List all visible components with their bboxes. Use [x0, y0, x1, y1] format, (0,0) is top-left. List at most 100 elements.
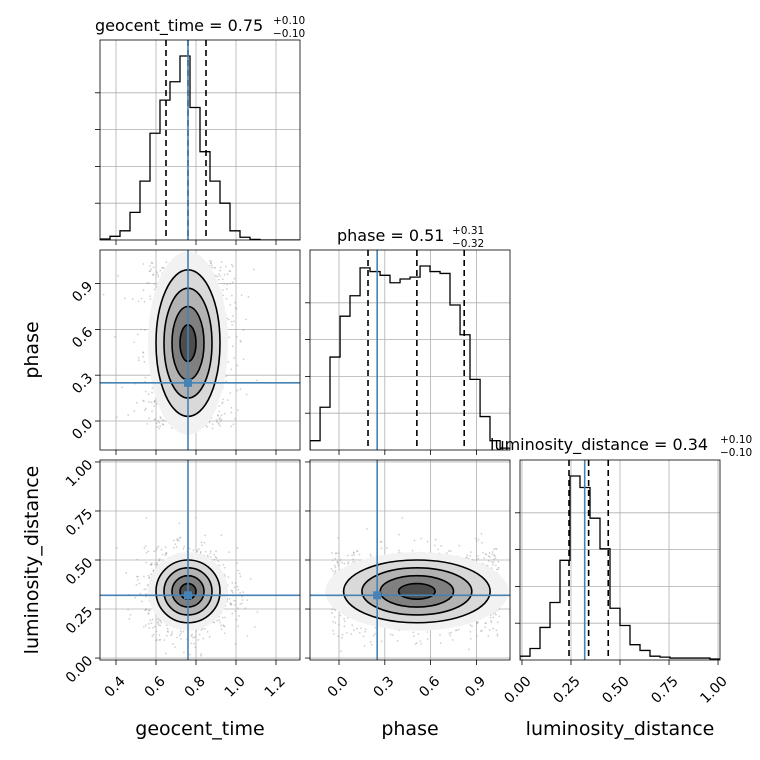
scatter-point	[412, 635, 415, 637]
panel-phase-luminosity_distance: 0.0 0.3 0.6 0.9	[305, 459, 511, 701]
scatter-point	[341, 561, 343, 564]
scatter-point	[469, 624, 472, 627]
scatter-point	[221, 278, 224, 281]
scatter-point	[356, 627, 358, 630]
scatter-point	[491, 553, 494, 556]
scatter-point	[228, 270, 231, 272]
scatter-point	[331, 570, 334, 572]
scatter-point	[227, 361, 230, 363]
scatter-point	[343, 618, 345, 620]
scatter-point	[153, 550, 155, 553]
scatter-point	[137, 575, 139, 578]
title-lum-plus: +0.10	[720, 434, 752, 446]
scatter-point	[218, 564, 221, 567]
scatter-point	[239, 575, 242, 578]
scatter-point	[334, 552, 337, 555]
scatter-point	[161, 418, 164, 421]
scatter-point	[226, 273, 229, 276]
scatter-point	[218, 618, 220, 621]
scatter-point	[134, 596, 137, 599]
scatter-point	[493, 554, 496, 557]
scatter-point	[352, 558, 355, 561]
scatter-point	[236, 409, 239, 411]
scatter-point	[149, 270, 152, 273]
scatter-point	[252, 268, 255, 271]
scatter-point	[195, 629, 198, 632]
scatter-point	[216, 619, 219, 622]
scatter-point	[200, 652, 203, 655]
scatter-point	[158, 421, 161, 424]
scatter-point	[385, 547, 388, 549]
scatter-point	[225, 288, 228, 290]
scatter-point	[157, 275, 160, 278]
scatter-point	[233, 586, 236, 589]
scatter-point	[477, 538, 480, 541]
scatter-point	[234, 582, 237, 585]
scatter-point	[497, 568, 499, 571]
scatter-point	[343, 625, 346, 628]
scatter-point	[174, 543, 177, 546]
scatter-point	[337, 635, 340, 638]
scatter-point	[155, 630, 158, 633]
scatter-point	[200, 628, 203, 631]
scatter-point	[200, 544, 203, 547]
scatter-point	[487, 555, 490, 558]
scatter-point	[239, 603, 242, 605]
scatter-point	[147, 574, 150, 577]
scatter-point	[334, 569, 337, 572]
title-phase-minus: −0.32	[452, 238, 484, 250]
scatter-point	[204, 534, 206, 537]
scatter-point	[202, 637, 205, 640]
scatter-point	[219, 416, 222, 419]
scatter-point	[490, 619, 492, 622]
scatter-point	[215, 419, 218, 421]
scatter-point	[469, 630, 472, 633]
scatter-point	[220, 624, 223, 627]
scatter-point	[125, 572, 128, 574]
scatter-point	[153, 288, 156, 291]
title-text: geocent_time	[95, 16, 204, 36]
scatter-point	[159, 416, 162, 419]
scatter-point	[230, 294, 233, 297]
scatter-point	[218, 405, 220, 407]
scatter-point	[489, 556, 491, 558]
scatter-point	[426, 631, 429, 633]
scatter-point	[182, 651, 185, 654]
scatter-point	[158, 559, 161, 562]
scatter-point	[230, 263, 233, 266]
x-tick-label: 0.4	[102, 673, 129, 700]
scatter-point	[210, 264, 213, 267]
scatter-point	[470, 551, 473, 554]
scatter-point	[336, 562, 339, 564]
scatter-point	[480, 532, 483, 535]
scatter-point	[145, 608, 148, 610]
scatter-point	[197, 639, 200, 641]
scatter-point	[347, 561, 350, 564]
scatter-point	[143, 360, 146, 363]
scatter-point	[147, 612, 150, 615]
scatter-point	[494, 613, 497, 616]
scatter-point	[380, 540, 383, 543]
scatter-point	[190, 642, 193, 645]
scatter-point	[149, 295, 152, 298]
scatter-point	[210, 266, 213, 269]
scatter-point	[224, 265, 227, 268]
scatter-point	[449, 634, 452, 637]
scatter-point	[230, 425, 233, 428]
scatter-point	[229, 270, 232, 273]
scatter-point	[150, 562, 153, 564]
scatter-point	[241, 595, 244, 598]
scatter-point	[353, 629, 355, 631]
scatter-point	[364, 628, 367, 631]
panel-content	[310, 460, 510, 660]
x-tick-label: 1.00	[697, 673, 730, 706]
scatter-point	[178, 522, 181, 525]
scatter-point	[230, 320, 233, 323]
scatter-point	[145, 281, 148, 284]
scatter-point	[163, 639, 166, 641]
y-tick-label: 0.0	[69, 416, 96, 443]
scatter-point	[343, 562, 346, 565]
scatter-point	[217, 414, 219, 416]
scatter-point	[230, 603, 233, 606]
scatter-point	[492, 613, 495, 615]
